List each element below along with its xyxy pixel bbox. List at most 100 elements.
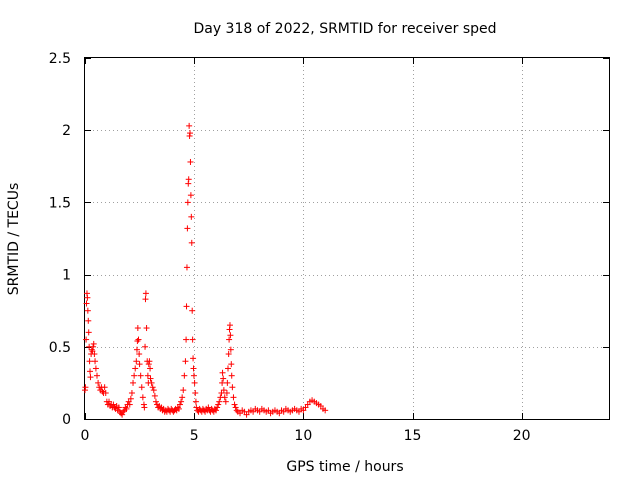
data-point bbox=[87, 374, 94, 381]
data-point bbox=[128, 390, 135, 397]
x-axis-label: GPS time / hours bbox=[286, 459, 403, 475]
data-point bbox=[145, 361, 152, 368]
data-point bbox=[205, 404, 212, 411]
data-point bbox=[230, 394, 237, 401]
plot-frame bbox=[84, 57, 610, 420]
y-axis-label: SRMTID / TECUs bbox=[6, 183, 22, 296]
data-point bbox=[126, 401, 133, 408]
data-point bbox=[180, 387, 187, 394]
data-point bbox=[123, 405, 130, 412]
data-point bbox=[152, 398, 159, 405]
data-point bbox=[134, 338, 141, 345]
data-point bbox=[187, 192, 194, 199]
data-point bbox=[84, 307, 91, 314]
x-tick-labels: 0 5 10 15 20 bbox=[81, 428, 531, 444]
data-point bbox=[86, 358, 93, 365]
data-point bbox=[220, 387, 227, 394]
data-point bbox=[188, 213, 195, 220]
data-point bbox=[227, 332, 234, 339]
data-point bbox=[120, 408, 127, 415]
data-point bbox=[220, 375, 227, 382]
y-tick-label: 0 bbox=[62, 412, 71, 428]
data-point bbox=[151, 392, 158, 399]
data-point bbox=[192, 398, 199, 405]
data-point bbox=[183, 264, 190, 271]
x-tick-label: 20 bbox=[513, 428, 531, 444]
data-point bbox=[227, 346, 234, 353]
data-point bbox=[133, 358, 140, 365]
data-point bbox=[110, 401, 117, 408]
data-point bbox=[223, 390, 230, 397]
data-point bbox=[84, 294, 91, 301]
data-point bbox=[229, 384, 236, 391]
data-point bbox=[142, 296, 149, 303]
data-point bbox=[178, 398, 185, 405]
data-point bbox=[150, 387, 157, 394]
data-point bbox=[190, 365, 197, 372]
data-point bbox=[87, 368, 94, 375]
data-point bbox=[95, 379, 102, 386]
data-point bbox=[115, 404, 122, 411]
data-point bbox=[133, 346, 140, 353]
axis-ticks bbox=[85, 58, 609, 420]
data-point bbox=[215, 401, 222, 408]
data-point bbox=[131, 372, 138, 379]
data-point bbox=[94, 372, 101, 379]
y-tick-label: 2 bbox=[62, 123, 71, 139]
data-point bbox=[176, 401, 183, 408]
data-point bbox=[102, 390, 109, 397]
data-point bbox=[233, 407, 240, 414]
data-point bbox=[85, 317, 92, 324]
data-point bbox=[225, 365, 232, 372]
data-point bbox=[91, 351, 98, 358]
data-point bbox=[184, 225, 191, 232]
data-point bbox=[148, 379, 155, 386]
data-point bbox=[184, 199, 191, 206]
data-point bbox=[143, 325, 150, 332]
data-point bbox=[224, 379, 231, 386]
data-point bbox=[137, 372, 144, 379]
data-point bbox=[185, 176, 192, 183]
data-point bbox=[85, 329, 92, 336]
data-point bbox=[83, 300, 90, 307]
data-point bbox=[92, 365, 99, 372]
x-tick-label: 10 bbox=[294, 428, 312, 444]
data-point bbox=[135, 336, 142, 343]
y-tick-label: 0.5 bbox=[49, 340, 71, 356]
x-tick-label: 0 bbox=[81, 428, 90, 444]
data-point bbox=[225, 351, 232, 358]
data-point bbox=[141, 404, 148, 411]
data-point bbox=[142, 290, 149, 297]
data-point bbox=[226, 322, 233, 329]
data-point bbox=[190, 355, 197, 362]
data-point bbox=[127, 395, 134, 402]
data-point bbox=[183, 303, 190, 310]
data-point bbox=[189, 336, 196, 343]
chart-title: Day 318 of 2022, SRMTID for receiver spe… bbox=[193, 21, 496, 37]
data-point bbox=[90, 340, 97, 347]
data-point bbox=[179, 394, 186, 401]
data-point bbox=[214, 404, 221, 411]
data-point bbox=[182, 358, 189, 365]
data-point bbox=[88, 346, 95, 353]
data-point bbox=[132, 365, 139, 372]
data-point bbox=[146, 358, 153, 365]
data-point bbox=[191, 379, 198, 386]
data-point bbox=[99, 388, 106, 395]
data-point bbox=[175, 405, 182, 412]
y-tick-labels: 0 0.5 1 1.5 2 2.5 bbox=[49, 51, 71, 428]
data-point bbox=[101, 384, 108, 391]
y-tick-label: 1 bbox=[62, 268, 71, 284]
data-point bbox=[83, 336, 90, 343]
data-point bbox=[228, 372, 235, 379]
y-tick-label: 1.5 bbox=[49, 195, 71, 211]
data-point bbox=[221, 394, 228, 401]
data-point bbox=[119, 411, 126, 418]
data-point bbox=[147, 365, 154, 372]
data-point bbox=[136, 361, 143, 368]
data-point bbox=[193, 404, 200, 411]
data-point bbox=[216, 398, 223, 405]
data-point bbox=[189, 307, 196, 314]
